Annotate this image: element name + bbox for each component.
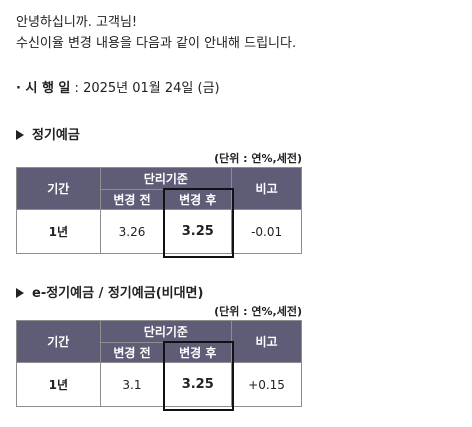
greeting-line-2: 수신이율 변경 내용을 다음과 같이 안내해 드립니다. [16, 36, 297, 51]
header-note: 비고 [231, 167, 302, 210]
effective-date-separator: : [70, 81, 84, 96]
greeting-line-1: 안녕하십니까. 고객님! [16, 15, 138, 30]
section-title-e-time-deposit: e-정기예금 / 정기예금(비대면) [16, 282, 203, 301]
header-before: 변경 전 [99, 189, 165, 210]
unit-label: (단위 : 연%,세전) [214, 152, 302, 165]
header-group-simple-interest: 단리기준 [99, 320, 233, 343]
unit-label: (단위 : 연%,세전) [214, 305, 302, 318]
header-period: 기간 [16, 167, 101, 210]
header-after: 변경 후 [163, 342, 233, 363]
header-period: 기간 [16, 320, 101, 363]
cell-period: 1년 [16, 209, 101, 254]
rate-table-time-deposit: 기간 단리기준 비고 변경 전 변경 후 1년 3.26 3.25 -0.01 [16, 167, 302, 254]
section-title-time-deposit: 정기예금 [16, 124, 80, 143]
section-title-text: 정기예금 [32, 128, 80, 143]
cell-after: 3.25 [163, 209, 233, 254]
cell-period: 1년 [16, 362, 101, 407]
cell-before: 3.1 [99, 362, 165, 407]
header-note: 비고 [231, 320, 302, 363]
table-row: 1년 3.1 3.25 +0.15 [16, 362, 302, 407]
header-before: 변경 전 [99, 342, 165, 363]
cell-before: 3.26 [99, 209, 165, 254]
triangle-bullet-icon [16, 287, 24, 298]
cell-after: 3.25 [163, 362, 233, 407]
cell-note: +0.15 [231, 362, 302, 407]
effective-date-label: · 시 행 일 [16, 81, 71, 96]
header-group-simple-interest: 단리기준 [99, 167, 233, 190]
effective-date-value: 2025년 01월 24일 (금) [83, 81, 220, 96]
cell-note: -0.01 [231, 209, 302, 254]
table-row: 1년 3.26 3.25 -0.01 [16, 209, 302, 254]
header-after: 변경 후 [163, 189, 233, 210]
triangle-bullet-icon [16, 129, 24, 140]
effective-date: · 시 행 일 : 2025년 01월 24일 (금) [16, 80, 220, 98]
rate-table-e-time-deposit: 기간 단리기준 비고 변경 전 변경 후 1년 3.1 3.25 +0.15 [16, 320, 302, 407]
section-title-text: e-정기예금 / 정기예금(비대면) [32, 286, 204, 301]
